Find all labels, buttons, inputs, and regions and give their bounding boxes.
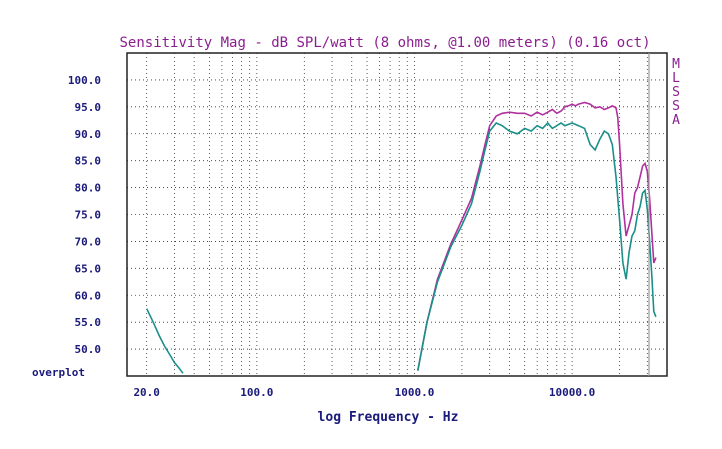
side-label: M <box>672 57 680 72</box>
overplot-label: overplot <box>32 366 85 379</box>
y-tick-label: 50.0 <box>75 343 102 356</box>
y-tick-labels: 100.0 95.0 90.0 85.0 80.0 75.0 70.0 65.0 60.0 55.… <box>68 74 101 356</box>
series-line-magenta <box>417 101 657 371</box>
y-tick-label: 65.0 <box>75 262 102 275</box>
side-label: S <box>672 99 680 114</box>
grid <box>127 53 668 376</box>
y-tick-label: 95.0 <box>75 101 102 114</box>
x-tick-label: 100.0 <box>240 386 273 399</box>
x-tick-label: 10000.0 <box>549 386 595 399</box>
side-label: L <box>672 71 680 86</box>
x-axis-label: log Frequency - Hz <box>318 410 459 425</box>
y-tick-label: 100.0 <box>68 74 101 87</box>
side-label: A <box>672 113 680 128</box>
y-tick-label: 75.0 <box>75 209 102 222</box>
y-tick-label: 85.0 <box>75 155 102 168</box>
x-tick-labels: 20.0 100.0 1000.0 10000.0 <box>133 386 595 399</box>
y-tick-label: 55.0 <box>75 316 102 329</box>
series-line-teal-low <box>145 308 184 374</box>
plot-frame <box>126 52 668 377</box>
y-tick-label: 70.0 <box>75 235 102 248</box>
series-lines <box>145 101 657 374</box>
x-tick-label: 20.0 <box>133 386 160 399</box>
side-label: S <box>672 85 680 100</box>
chart-title: Sensitivity Mag - dB SPL/watt (8 ohms, @… <box>119 35 650 51</box>
series-line-teal <box>417 121 657 371</box>
x-tick-label: 1000.0 <box>395 386 435 399</box>
y-tick-label: 60.0 <box>75 289 102 302</box>
y-tick-label: 90.0 <box>75 128 102 141</box>
y-tick-label: 80.0 <box>75 182 102 195</box>
